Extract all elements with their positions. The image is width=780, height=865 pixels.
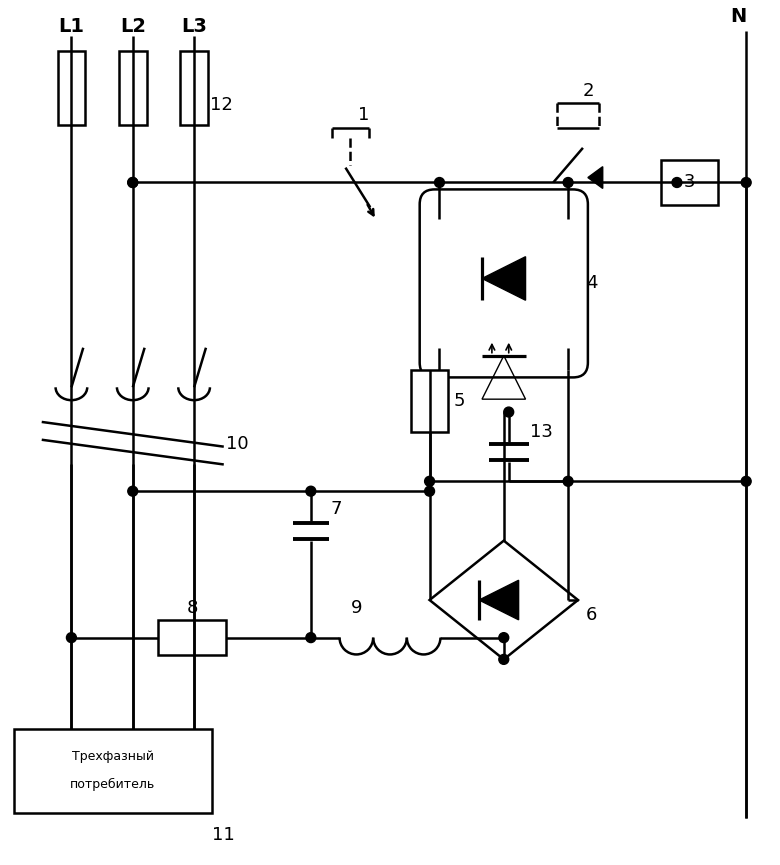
FancyBboxPatch shape <box>180 51 208 125</box>
Text: Трехфазный: Трехфазный <box>72 750 154 763</box>
Text: потребитель: потребитель <box>70 778 155 791</box>
Circle shape <box>424 477 434 486</box>
Text: 1: 1 <box>358 106 370 125</box>
FancyBboxPatch shape <box>661 160 718 205</box>
Polygon shape <box>588 167 603 189</box>
FancyBboxPatch shape <box>420 189 588 377</box>
Text: 5: 5 <box>453 392 465 410</box>
Polygon shape <box>479 580 519 620</box>
Circle shape <box>499 655 509 664</box>
Circle shape <box>563 177 573 188</box>
Circle shape <box>306 632 316 643</box>
Circle shape <box>504 407 514 417</box>
FancyBboxPatch shape <box>58 51 85 125</box>
Text: 11: 11 <box>212 825 235 843</box>
FancyBboxPatch shape <box>158 620 225 656</box>
Circle shape <box>499 632 509 643</box>
Text: 6: 6 <box>586 606 597 624</box>
Text: N: N <box>730 7 746 26</box>
FancyBboxPatch shape <box>411 370 448 432</box>
Circle shape <box>741 177 751 188</box>
Text: L2: L2 <box>120 17 146 36</box>
Text: 7: 7 <box>331 500 342 518</box>
Circle shape <box>672 177 682 188</box>
FancyBboxPatch shape <box>119 51 147 125</box>
Text: L1: L1 <box>58 17 84 36</box>
Text: 4: 4 <box>586 274 597 292</box>
Polygon shape <box>430 541 578 659</box>
Circle shape <box>741 477 751 486</box>
Text: 2: 2 <box>583 82 594 100</box>
Circle shape <box>434 177 445 188</box>
Text: 10: 10 <box>225 435 248 452</box>
Text: 13: 13 <box>530 423 553 441</box>
Circle shape <box>128 177 138 188</box>
Circle shape <box>66 632 76 643</box>
Polygon shape <box>482 257 526 300</box>
Circle shape <box>563 477 573 486</box>
Circle shape <box>424 486 434 497</box>
Circle shape <box>128 177 138 188</box>
Text: L3: L3 <box>181 17 207 36</box>
Text: 9: 9 <box>350 599 362 617</box>
Text: 12: 12 <box>210 96 232 114</box>
FancyBboxPatch shape <box>14 728 212 813</box>
Circle shape <box>128 486 138 497</box>
Text: 8: 8 <box>186 599 198 617</box>
Circle shape <box>306 486 316 497</box>
Text: 3: 3 <box>684 174 696 191</box>
